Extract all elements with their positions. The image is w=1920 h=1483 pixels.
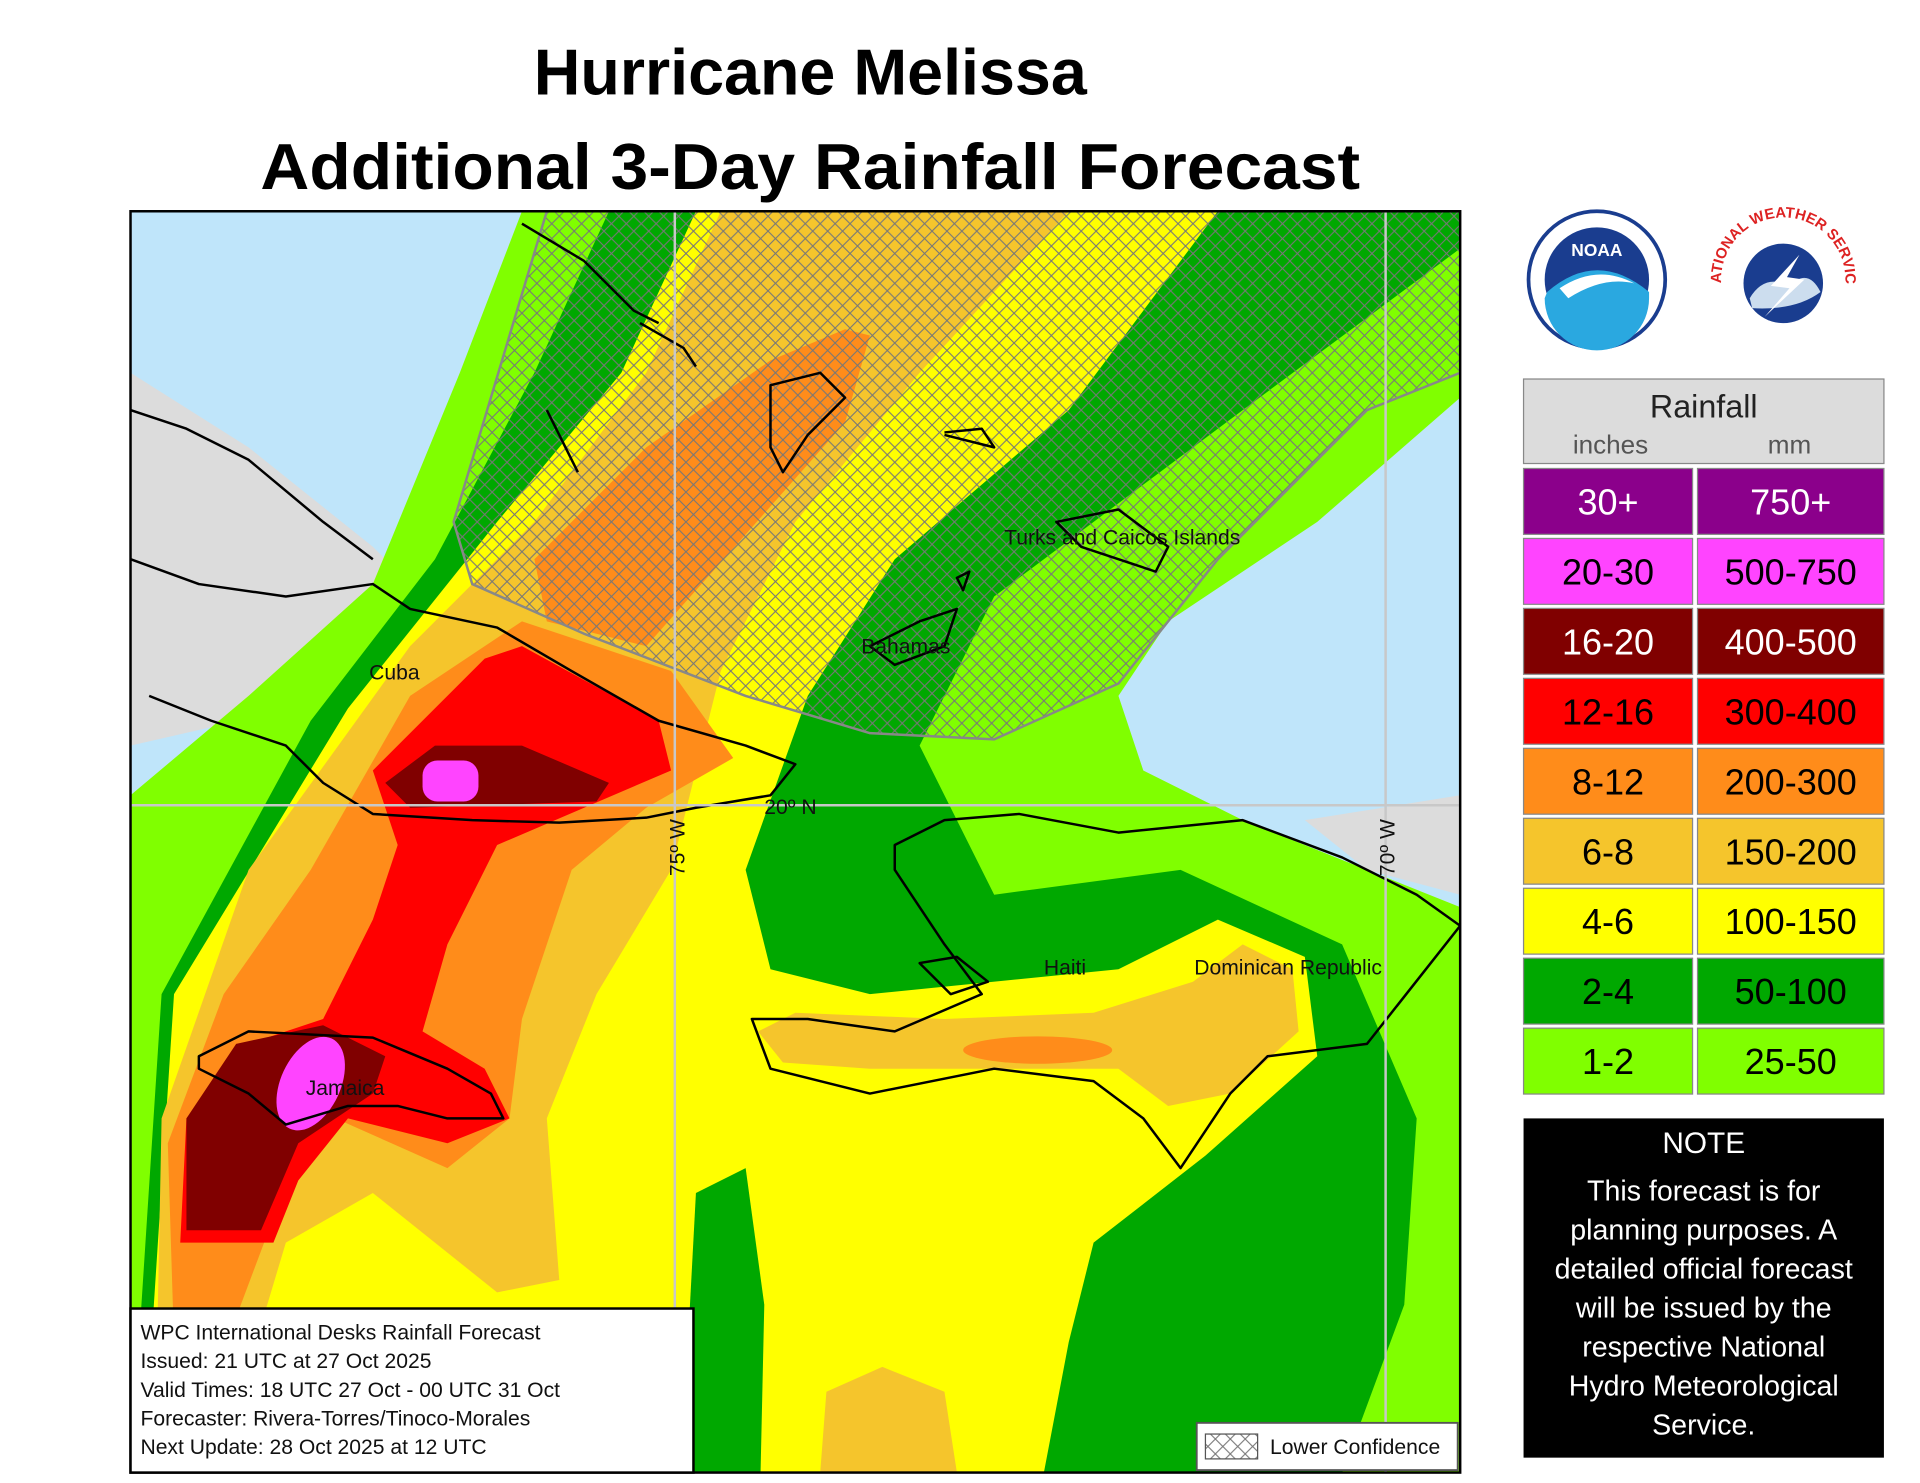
- coastline: [521, 222, 697, 473]
- legend: 30+ 750+ 20-30 500-750 16-20 400-500 12-16 300-…: [1522, 467, 1885, 1095]
- rain-band: [681, 1168, 765, 1473]
- noaa-logo: NOAA: [1526, 209, 1668, 351]
- title-line: Additional 3-Day Rainfall Forecast: [260, 131, 1360, 203]
- legend-swatch: [1696, 957, 1885, 1025]
- coastline: [130, 408, 374, 561]
- info-line: Issued: 21 UTC at 27 Oct 2025: [140, 1350, 431, 1373]
- info-line: Next Update: 28 Oct 2025 at 12 UTC: [140, 1436, 486, 1459]
- legend-title: Rainfall: [1650, 389, 1758, 425]
- legend-unit: inches: [1573, 430, 1648, 460]
- legend-unit: mm: [1768, 430, 1811, 460]
- rain-band: [276, 1036, 345, 1131]
- coastline: [197, 1030, 505, 1126]
- grid-label: 75º W: [667, 819, 690, 876]
- legend-swatch: [1522, 677, 1694, 745]
- confidence-label: Lower Confidence: [1270, 1436, 1440, 1459]
- note-line: will be issued by the: [1575, 1292, 1832, 1324]
- legend-swatch: [1696, 467, 1885, 535]
- legend-swatch: [1522, 747, 1694, 815]
- rain-band: [422, 760, 479, 802]
- legend-swatch: [1696, 817, 1885, 885]
- rain-band: [820, 1366, 957, 1473]
- logo-text: NOAA: [1571, 240, 1623, 260]
- legend-swatch: [1522, 467, 1694, 535]
- legend-inches: 1-2: [1582, 1041, 1634, 1082]
- lower-confidence-area: [452, 211, 1461, 741]
- legend-swatch: [1696, 537, 1885, 605]
- legend-mm: 100-150: [1725, 901, 1857, 942]
- legend-mm: 150-200: [1725, 831, 1857, 872]
- note-line: Service.: [1652, 1410, 1755, 1442]
- legend-inches: 20-30: [1562, 551, 1654, 592]
- rain-band: [758, 944, 1299, 1106]
- legend-inches: 16-20: [1562, 621, 1654, 662]
- legend-swatch: [1696, 677, 1885, 745]
- note-lines: This forecast is for planning purposes. A…: [1555, 1175, 1853, 1441]
- place-label: Bahamas: [861, 636, 950, 659]
- grid-label: 70º W: [1376, 819, 1399, 876]
- hatch-swatch: [1204, 1433, 1259, 1460]
- grid-label: 20º N: [764, 796, 816, 819]
- info-line: Forecaster: Rivera-Torres/Tinoco-Morales: [140, 1407, 530, 1430]
- legend-swatch: [1522, 817, 1694, 885]
- note-line: This forecast is for: [1587, 1175, 1821, 1207]
- place-label: Dominican Republic: [1194, 956, 1382, 979]
- rain-band: [963, 1036, 1113, 1064]
- legend-swatch: [1696, 607, 1885, 675]
- legend-mm: 200-300: [1725, 761, 1857, 802]
- legend-inches: 2-4: [1582, 971, 1634, 1012]
- info-line: WPC International Desks Rainfall Forecas…: [140, 1322, 540, 1345]
- legend-mm: 50-100: [1735, 971, 1847, 1012]
- legend-inches: 8-12: [1572, 761, 1644, 802]
- legend-swatch: [1696, 1027, 1885, 1095]
- info-box: [129, 1307, 695, 1474]
- note-line: planning purposes. A: [1570, 1214, 1837, 1246]
- coastline: [868, 607, 959, 667]
- legend-inches: 30+: [1578, 481, 1639, 522]
- title-line: Hurricane Melissa: [534, 36, 1088, 108]
- land: [1304, 795, 1461, 895]
- map-frame: [129, 210, 1462, 1474]
- legend-swatch: [1522, 537, 1694, 605]
- place-label: Cuba: [369, 662, 420, 685]
- note-line: Hydro Meteorological: [1569, 1371, 1839, 1403]
- note-title: NOTE: [1662, 1127, 1745, 1160]
- coastline: [769, 371, 847, 474]
- legend-inches: 12-16: [1562, 691, 1654, 732]
- legend-swatch: [1522, 957, 1694, 1025]
- legend-swatch: [1522, 1027, 1694, 1095]
- legend-header: [1522, 378, 1885, 465]
- place-label: Turks and Caicos Islands: [1004, 526, 1240, 549]
- legend-swatch: [1696, 747, 1885, 815]
- legend-mm: 400-500: [1725, 621, 1857, 662]
- legend-inches: 6-8: [1582, 831, 1634, 872]
- legend-inches: 4-6: [1582, 901, 1634, 942]
- legend-mm: 500-750: [1725, 551, 1857, 592]
- note-line: detailed official forecast: [1555, 1253, 1853, 1285]
- place-label: Jamaica: [306, 1077, 385, 1100]
- info-lines: WPC International Desks Rainfall Forecas…: [140, 1322, 560, 1459]
- legend-swatch: [1522, 607, 1694, 675]
- info-line: Valid Times: 18 UTC 27 Oct - 00 UTC 31 O…: [140, 1379, 560, 1402]
- legend-swatch: [1522, 887, 1694, 955]
- coastline: [130, 558, 797, 824]
- place-label: Haiti: [1044, 956, 1086, 979]
- coastline: [918, 955, 990, 996]
- legend-swatch: [1696, 887, 1885, 955]
- note-box: [1523, 1118, 1884, 1458]
- coastline: [944, 427, 1170, 592]
- note-line: respective National: [1582, 1331, 1825, 1363]
- coastline: [750, 812, 1461, 1170]
- legend-mm: 300-400: [1725, 691, 1857, 732]
- legend-mm: 25-50: [1745, 1041, 1837, 1082]
- legend-mm: 750+: [1750, 481, 1831, 522]
- map: Turks and Caicos Islands Bahamas Cuba Ja…: [130, 211, 1461, 1473]
